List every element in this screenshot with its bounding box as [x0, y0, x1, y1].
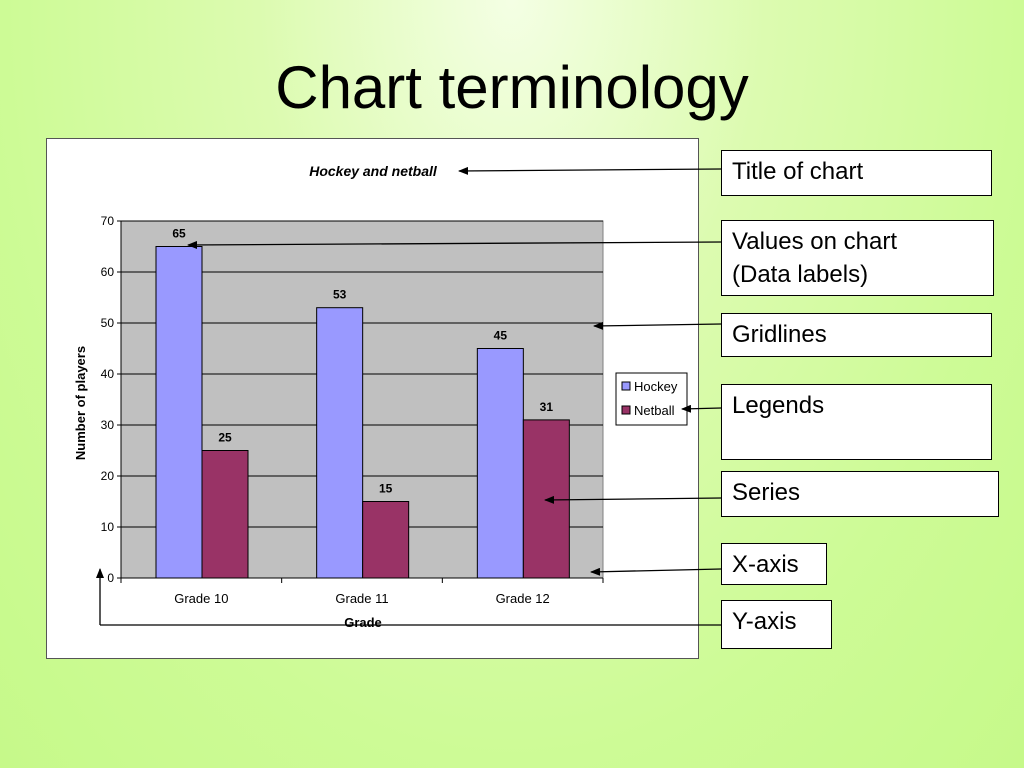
- callout-legends: Legends: [721, 384, 992, 460]
- y-tick-label: 20: [101, 469, 115, 483]
- data-label: 31: [540, 400, 554, 414]
- callout-x-axis: X-axis: [721, 543, 827, 585]
- bar-hockey: [155, 246, 203, 579]
- x-tick-label: Grade 12: [496, 591, 550, 606]
- bar-netball: [201, 450, 249, 579]
- chart-container: 0 10 20 30 40 50 60 70 65 25 Grade 10 53 15 Grade 11 4…: [46, 138, 699, 659]
- y-tick-label: 50: [101, 316, 115, 330]
- legend-label-hockey: Hockey: [634, 379, 678, 394]
- arrow-to-title: [458, 166, 722, 175]
- chart-title: Hockey and netball: [309, 163, 438, 179]
- data-label: 45: [494, 329, 508, 343]
- legend-swatch-netball: [621, 405, 631, 415]
- callout-series: Series: [721, 471, 999, 517]
- x-tick-label: Grade 11: [335, 591, 388, 606]
- arrow-to-x-axis: [590, 567, 722, 576]
- y-tick-label: 60: [101, 265, 115, 279]
- data-label: 65: [172, 227, 186, 241]
- arrow-to-legend: [681, 404, 722, 413]
- callout-title-of-chart: Title of chart: [721, 150, 992, 196]
- data-label: 15: [379, 482, 393, 496]
- y-tick-label: 10: [101, 520, 115, 534]
- y-tick-label: 40: [101, 367, 115, 381]
- y-axis-title: Number of players: [73, 346, 88, 460]
- y-tick-label: 0: [107, 571, 114, 585]
- x-axis-title: Grade: [344, 615, 382, 630]
- bar-netball: [362, 501, 410, 579]
- callout-y-axis: Y-axis: [721, 600, 832, 649]
- x-tick-label: Grade 10: [174, 591, 228, 606]
- data-label: 53: [333, 288, 347, 302]
- data-label: 25: [218, 431, 232, 445]
- y-tick-label: 70: [101, 214, 115, 228]
- legend-swatch-hockey: [621, 381, 631, 391]
- callout-data-labels: Values on chart (Data labels): [721, 220, 994, 296]
- bar-hockey: [316, 307, 364, 579]
- slide-title: Chart terminology: [275, 54, 749, 121]
- arrow-to-gridline: [593, 321, 722, 330]
- bar-chart: 0 10 20 30 40 50 60 70 65 25 Grade 10 53 15 Grade 11 4…: [73, 163, 688, 630]
- arrow-to-data-label: [187, 240, 722, 249]
- arrow-to-series: [544, 495, 722, 504]
- y-tick-label: 30: [101, 418, 115, 432]
- legend-label-netball: Netball: [634, 403, 675, 418]
- callout-gridlines: Gridlines: [721, 313, 992, 357]
